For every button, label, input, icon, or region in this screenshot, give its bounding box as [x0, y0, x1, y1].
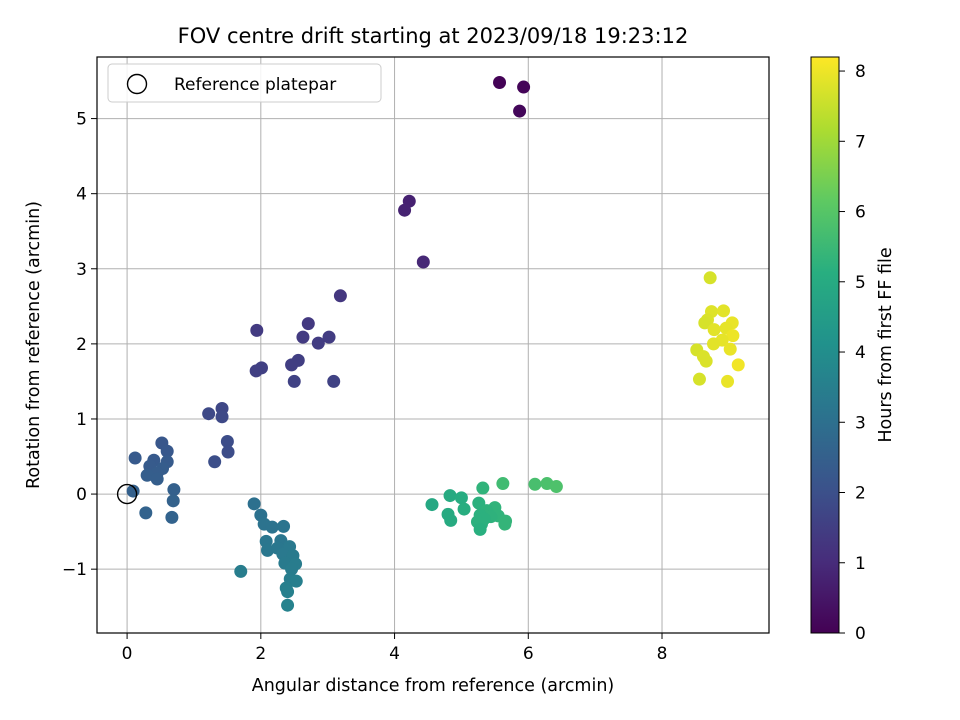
data-point: [528, 477, 542, 491]
x-axis-label: Angular distance from reference (arcmin): [252, 676, 615, 696]
data-point: [128, 451, 142, 465]
data-point: [167, 483, 181, 497]
legend: Reference platepar: [107, 63, 382, 103]
data-point: [140, 468, 154, 482]
data-point: [333, 289, 347, 303]
data-point: [731, 358, 745, 372]
data-point: [285, 358, 299, 372]
data-point: [202, 407, 216, 421]
data-point: [496, 477, 510, 491]
data-point: [208, 455, 222, 469]
data-point: [723, 342, 737, 356]
data-point: [517, 80, 531, 94]
data-point: [166, 494, 180, 508]
x-tick-label: 8: [657, 644, 668, 664]
data-point: [416, 255, 430, 269]
colorbar-tick-label: 0: [855, 624, 866, 644]
data-point: [698, 316, 712, 330]
data-point: [287, 374, 301, 388]
data-point: [289, 574, 303, 588]
data-point: [703, 271, 717, 285]
data-point: [296, 330, 310, 344]
data-point: [281, 585, 295, 599]
y-tick-label: 4: [76, 185, 87, 205]
data-point: [398, 203, 412, 217]
data-point: [707, 323, 721, 337]
data-point: [692, 372, 706, 386]
colorbar-tick-label: 7: [855, 132, 866, 152]
x-tick-label: 4: [389, 644, 400, 664]
legend-marker: [126, 73, 148, 95]
grid: [97, 57, 769, 633]
colorbar: 0 1 2 3 4 5 6 7 8 Hours from first FF file: [810, 56, 896, 644]
data-point: [249, 364, 263, 378]
data-point: [220, 435, 234, 449]
legend-box: [107, 63, 382, 103]
y-axis-label: Rotation from reference (arcmin): [24, 201, 44, 489]
y-axis-ticks: −1 0 1 2 3 4 5: [62, 110, 97, 580]
data-point: [285, 562, 299, 576]
data-point: [476, 481, 490, 495]
data-point: [265, 520, 279, 534]
data-point: [717, 304, 731, 318]
data-point: [726, 329, 740, 343]
data-point: [549, 480, 563, 494]
data-point: [493, 76, 507, 90]
colorbar-tick-label: 8: [855, 62, 866, 82]
data-point: [454, 491, 468, 505]
data-point: [139, 506, 153, 520]
data-point: [327, 374, 341, 388]
y-tick-label: 1: [76, 410, 87, 430]
data-point: [322, 330, 336, 344]
data-point: [473, 522, 487, 536]
data-point: [301, 317, 315, 331]
colorbar-tick-label: 6: [855, 203, 866, 223]
colorbar-tick-label: 5: [855, 273, 866, 293]
y-tick-label: 2: [76, 335, 87, 355]
data-point: [513, 104, 527, 118]
legend-label: Reference platepar: [174, 75, 336, 95]
data-point: [311, 336, 325, 350]
y-tick-label: 0: [76, 485, 87, 505]
colorbar-label: Hours from first FF file: [876, 247, 896, 442]
data-point: [699, 354, 713, 368]
data-point: [215, 410, 229, 424]
data-point: [498, 517, 512, 531]
data-point: [221, 445, 235, 459]
reference-platepar-marker: [116, 483, 138, 505]
colorbar-tick-label: 4: [855, 343, 866, 363]
colorbar-ticks: 0 1 2 3 4 5 6 7 8: [839, 62, 866, 644]
colorbar-tick-label: 2: [855, 484, 866, 504]
data-point: [150, 472, 164, 486]
data-point: [707, 337, 721, 351]
colorbar-tick-label: 1: [855, 554, 866, 574]
chart-title: FOV centre drift starting at 2023/09/18 …: [178, 24, 689, 48]
colorbar-gradient: [810, 56, 840, 634]
colorbar-tick-label: 3: [855, 413, 866, 433]
data-point: [277, 519, 291, 533]
data-point: [443, 489, 457, 503]
y-tick-label: 3: [76, 260, 87, 280]
y-tick-label: −1: [62, 560, 87, 580]
y-tick-label: 5: [76, 110, 87, 130]
data-point: [281, 598, 295, 612]
data-point: [247, 497, 261, 511]
plot-frame: [96, 56, 770, 634]
data-point: [160, 444, 174, 458]
data-point: [261, 543, 275, 557]
data-points: [116, 76, 745, 612]
x-tick-label: 0: [122, 644, 133, 664]
data-point: [165, 510, 179, 524]
data-point: [457, 502, 471, 516]
x-axis-ticks: 0 2 4 6 8: [122, 633, 668, 664]
data-point: [250, 323, 264, 337]
x-tick-label: 2: [255, 644, 266, 664]
data-point: [444, 513, 458, 527]
data-point: [721, 374, 735, 388]
x-tick-label: 6: [523, 644, 534, 664]
data-point: [425, 498, 439, 512]
data-point: [234, 564, 248, 578]
